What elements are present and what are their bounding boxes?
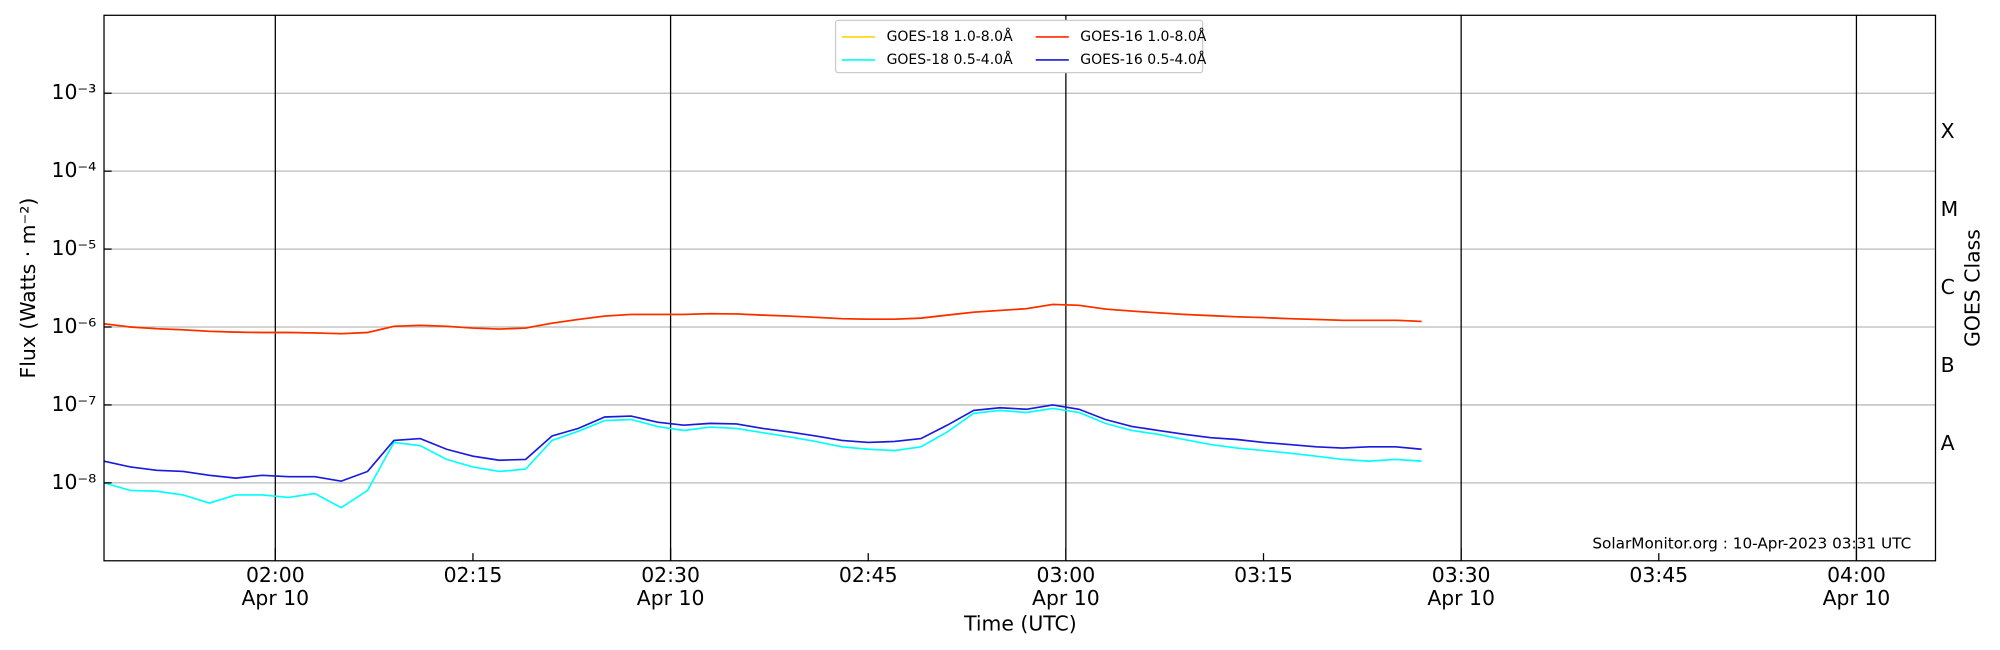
y-tick-label: 10⁻⁴ <box>52 158 97 182</box>
legend-label: GOES-18 0.5-4.0Å <box>887 51 1013 68</box>
y2-tick-label: C <box>1941 275 1955 299</box>
legend-label: GOES-16 0.5-4.0Å <box>1080 51 1206 68</box>
y-axis-label: Flux (Watts · m⁻²) <box>16 198 40 379</box>
y2-tick-label: M <box>1941 197 1959 221</box>
grid-layer <box>104 15 1936 561</box>
x-tick-label: 03:45 <box>1629 563 1688 587</box>
y-tick-label: 10⁻⁵ <box>52 236 97 260</box>
x-tick-label: 02:00 <box>246 563 305 587</box>
y-tick-label: 10⁻⁸ <box>52 470 97 494</box>
y-tick-label: 10⁻³ <box>52 80 97 104</box>
legend-label: GOES-16 1.0-8.0Å <box>1080 28 1206 45</box>
x-tick-label: 03:30 <box>1432 563 1491 587</box>
annotation: SolarMonitor.org : 10-Apr-2023 03:31 UTC <box>1592 535 1911 553</box>
x-tick-label: 04:00 <box>1827 563 1886 587</box>
series-line <box>103 407 1422 509</box>
y-tick-label: 10⁻⁶ <box>52 314 97 338</box>
x-tick-date: Apr 10 <box>637 586 705 610</box>
x-tick-label: 03:15 <box>1234 563 1293 587</box>
y2-tick-label: A <box>1941 431 1955 455</box>
x-tick-label: 02:15 <box>444 563 503 587</box>
legend-label: GOES-18 1.0-8.0Å <box>887 28 1013 45</box>
x-tick-label: 03:00 <box>1037 563 1096 587</box>
plot-frame <box>103 14 1937 562</box>
y2-tick-label: X <box>1941 119 1955 143</box>
series-line <box>103 303 1422 335</box>
x-tick-date: Apr 10 <box>1823 586 1891 610</box>
series-line <box>103 404 1422 483</box>
lines-layer <box>103 303 1422 509</box>
series-line <box>103 303 1422 335</box>
legend-box <box>834 19 1204 74</box>
y2-tick-label: B <box>1941 353 1955 377</box>
y-tick-label: 10⁻⁷ <box>52 392 97 416</box>
x-tick-date: Apr 10 <box>241 586 309 610</box>
legend: GOES-18 1.0-8.0Å GOES-18 0.5-4.0Å GOES-16 … <box>834 19 1207 74</box>
x-tick-date: Apr 10 <box>1032 586 1100 610</box>
x-tick-label: 02:45 <box>839 563 898 587</box>
x-tick-date: Apr 10 <box>1427 586 1495 610</box>
y2-axis-label: GOES Class <box>1961 229 1985 347</box>
x-axis-label: Time (UTC) <box>963 612 1077 636</box>
x-tick-label: 02:30 <box>641 563 700 587</box>
